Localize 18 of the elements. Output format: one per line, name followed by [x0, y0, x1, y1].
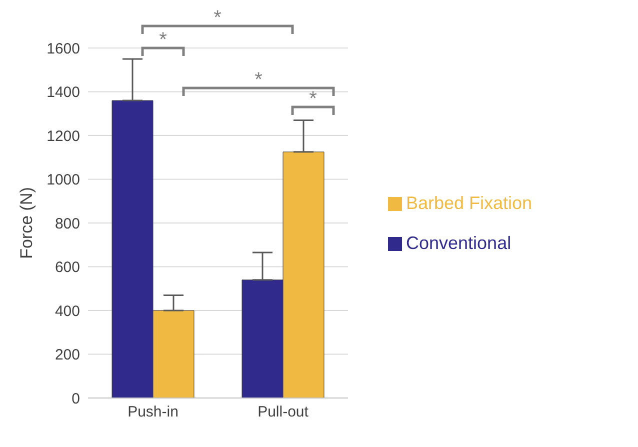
y-tick-label: 0: [72, 390, 80, 408]
y-tick-label: 1000: [46, 172, 80, 189]
annotation: *: [159, 29, 168, 51]
annotation: *: [309, 88, 318, 110]
x-tick-label: Pull-out: [258, 404, 310, 421]
y-axis-title: Force (N): [17, 187, 36, 259]
legend-label: Conventional: [406, 233, 512, 253]
legend-label: Barbed Fixation: [406, 193, 532, 213]
y-tick-label: 1400: [46, 84, 80, 102]
y-tick-label: 200: [54, 346, 80, 364]
y-tick-label: 400: [54, 302, 80, 320]
annotation: *: [254, 69, 263, 91]
text: *: [214, 7, 222, 29]
y-tick-label: 600: [54, 259, 80, 276]
y-tick-label: 1600: [46, 40, 80, 58]
y-tick-label: 1200: [46, 128, 80, 145]
x-tick-label: Push-in: [128, 404, 178, 421]
y-tick-label: 800: [54, 215, 80, 232]
